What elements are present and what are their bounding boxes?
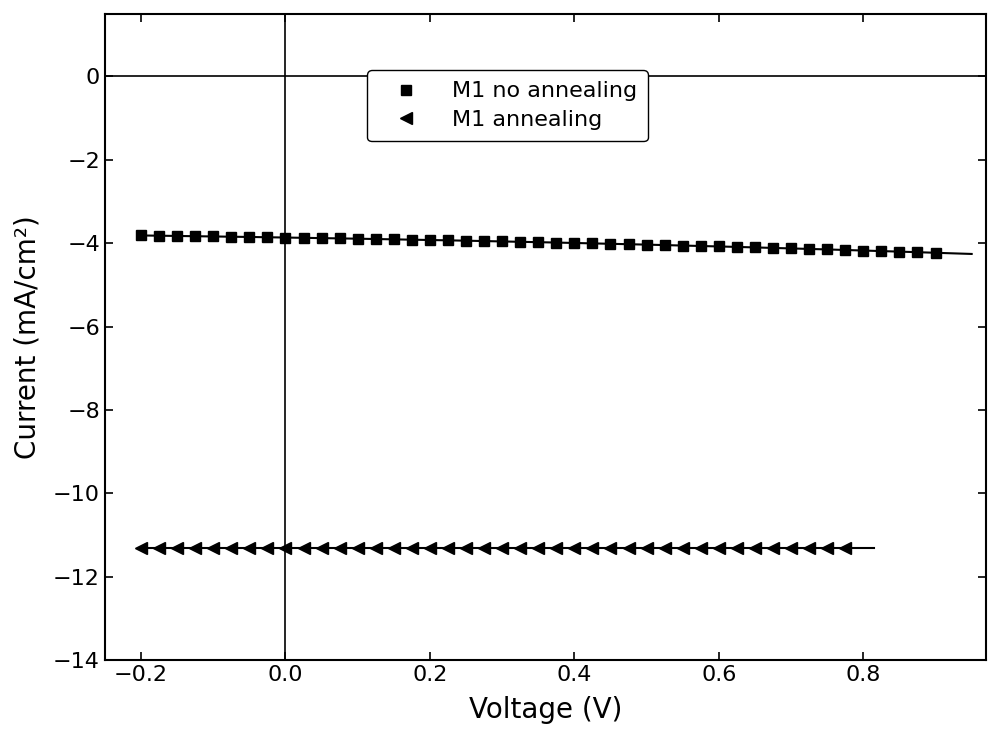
M1 no annealing (514, 238, 526, 246)
M1 annealing (207, 544, 219, 553)
M1 no annealing (424, 235, 436, 244)
M1 annealing (623, 544, 635, 553)
M1 annealing (460, 544, 472, 553)
M1 no annealing (677, 241, 689, 250)
M1 no annealing (225, 232, 237, 241)
M1 no annealing (586, 239, 598, 248)
M1 annealing (568, 544, 580, 553)
M1 annealing (352, 544, 364, 553)
M1 annealing (298, 544, 310, 553)
M1 no annealing (821, 245, 833, 254)
M1 no annealing (749, 243, 761, 252)
M1 annealing (406, 544, 418, 553)
M1 annealing (424, 544, 436, 553)
M1 no annealing (623, 240, 635, 249)
M1 annealing (316, 544, 328, 553)
M1 annealing (478, 544, 490, 553)
M1 annealing (713, 544, 725, 553)
M1 no annealing (370, 235, 382, 244)
M1 annealing (586, 544, 598, 553)
M1 no annealing (875, 246, 887, 255)
M1 no annealing (316, 234, 328, 243)
M1 no annealing (550, 238, 562, 247)
M1 no annealing (261, 232, 273, 241)
M1 no annealing (641, 240, 653, 249)
M1 annealing (767, 544, 779, 553)
M1 no annealing (406, 235, 418, 244)
M1 no annealing (478, 237, 490, 246)
M1 annealing (334, 544, 346, 553)
M1 no annealing (153, 231, 165, 240)
M1 annealing (604, 544, 616, 553)
M1 annealing (514, 544, 526, 553)
M1 no annealing (352, 234, 364, 243)
M1 no annealing (803, 244, 815, 253)
M1 no annealing (279, 233, 291, 242)
M1 no annealing (171, 232, 183, 241)
M1 annealing (677, 544, 689, 553)
M1 no annealing (695, 241, 707, 250)
M1 no annealing (857, 246, 869, 255)
M1 annealing (225, 544, 237, 553)
M1 no annealing (767, 244, 779, 252)
Legend: M1 no annealing, M1 annealing: M1 no annealing, M1 annealing (367, 70, 648, 142)
M1 annealing (189, 544, 201, 553)
M1 annealing (731, 544, 743, 553)
M1 no annealing (911, 248, 923, 257)
M1 no annealing (713, 242, 725, 251)
M1 annealing (261, 544, 273, 553)
M1 no annealing (785, 244, 797, 253)
M1 annealing (641, 544, 653, 553)
Line: M1 annealing: M1 annealing (135, 542, 851, 554)
M1 annealing (370, 544, 382, 553)
M1 annealing (496, 544, 508, 553)
M1 annealing (135, 544, 147, 553)
M1 no annealing (298, 233, 310, 242)
M1 no annealing (568, 238, 580, 247)
M1 no annealing (460, 236, 472, 245)
M1 no annealing (334, 234, 346, 243)
M1 annealing (279, 544, 291, 553)
M1 no annealing (243, 232, 255, 241)
M1 annealing (839, 544, 851, 553)
M1 no annealing (659, 241, 671, 249)
M1 annealing (243, 544, 255, 553)
M1 annealing (803, 544, 815, 553)
M1 no annealing (532, 238, 544, 246)
M1 annealing (388, 544, 400, 553)
M1 no annealing (604, 239, 616, 248)
Line: M1 no annealing: M1 no annealing (136, 230, 940, 258)
M1 annealing (785, 544, 797, 553)
M1 no annealing (442, 236, 454, 245)
M1 no annealing (135, 231, 147, 240)
M1 annealing (171, 544, 183, 553)
M1 annealing (821, 544, 833, 553)
M1 annealing (749, 544, 761, 553)
X-axis label: Voltage (V): Voltage (V) (469, 696, 622, 724)
M1 annealing (532, 544, 544, 553)
M1 annealing (695, 544, 707, 553)
M1 no annealing (893, 247, 905, 256)
M1 annealing (550, 544, 562, 553)
Y-axis label: Current (mA/cm²): Current (mA/cm²) (14, 215, 42, 459)
M1 annealing (659, 544, 671, 553)
M1 annealing (442, 544, 454, 553)
M1 no annealing (731, 243, 743, 252)
M1 no annealing (189, 232, 201, 241)
M1 annealing (153, 544, 165, 553)
M1 no annealing (207, 232, 219, 241)
M1 no annealing (930, 249, 942, 258)
M1 no annealing (839, 246, 851, 255)
M1 no annealing (388, 235, 400, 244)
M1 no annealing (496, 237, 508, 246)
